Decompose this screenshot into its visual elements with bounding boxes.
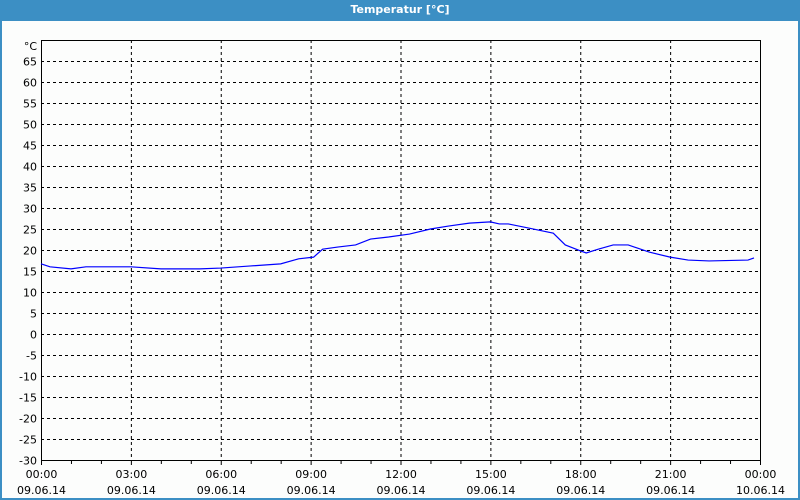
y-tick-label: 0: [30, 329, 37, 342]
x-tick-time: 21:00: [655, 468, 687, 481]
y-tick-label: 65: [23, 56, 37, 69]
y-tick-label: -20: [19, 413, 37, 426]
y-tick-label: 30: [23, 203, 37, 216]
y-tick-label: 5: [30, 308, 37, 321]
y-tick-label: 10: [23, 287, 37, 300]
x-tick-date: 09.06.14: [107, 484, 156, 497]
y-tick-label: 15: [23, 266, 37, 279]
x-tick-time: 15:00: [475, 468, 507, 481]
x-tick-date: 09.06.14: [287, 484, 336, 497]
y-tick-label: -5: [26, 350, 37, 363]
x-tick-date: 10.06.14: [736, 484, 785, 497]
y-tick-label: 45: [23, 140, 37, 153]
y-tick-label: -10: [19, 371, 37, 384]
y-tick-label: 35: [23, 182, 37, 195]
window-title: Temperatur [°C]: [350, 3, 450, 16]
x-tick-date: 09.06.14: [556, 484, 605, 497]
y-tick-label: 40: [23, 161, 37, 174]
x-tick-date: 09.06.14: [466, 484, 515, 497]
x-tick-time: 00:00: [26, 468, 58, 481]
y-tick-label: 60: [23, 77, 37, 90]
x-tick-time: 03:00: [116, 468, 148, 481]
x-tick-time: 09:00: [295, 468, 327, 481]
y-tick-label: -15: [19, 392, 37, 405]
y-tick-label: -30: [19, 455, 37, 468]
y-tick-label: -25: [19, 434, 37, 447]
y-tick-label: 50: [23, 119, 37, 132]
y-tick-label: 20: [23, 245, 37, 258]
x-tick-date: 09.06.14: [377, 484, 426, 497]
y-tick-label: 55: [23, 98, 37, 111]
y-axis-unit: °C: [24, 40, 38, 53]
x-tick-time: 12:00: [385, 468, 417, 481]
x-tick-time: 00:00: [745, 468, 777, 481]
temperature-chart: 65605550454035302520151050-5-10-15-20-25…: [17, 40, 785, 497]
y-tick-label: 25: [23, 224, 37, 237]
x-tick-date: 09.06.14: [646, 484, 695, 497]
plot-frame: [41, 40, 761, 461]
x-tick-time: 06:00: [205, 468, 237, 481]
temperature-line: [40, 221, 755, 270]
x-tick-date: 09.06.14: [17, 484, 66, 497]
x-tick-date: 09.06.14: [197, 484, 246, 497]
chart-area: 65 60 55 50 45 40 35 30 25 20 15 10 5 0 -5 -10 -15 -20 -25…: [2, 21, 798, 498]
x-tick-time: 18:00: [565, 468, 597, 481]
